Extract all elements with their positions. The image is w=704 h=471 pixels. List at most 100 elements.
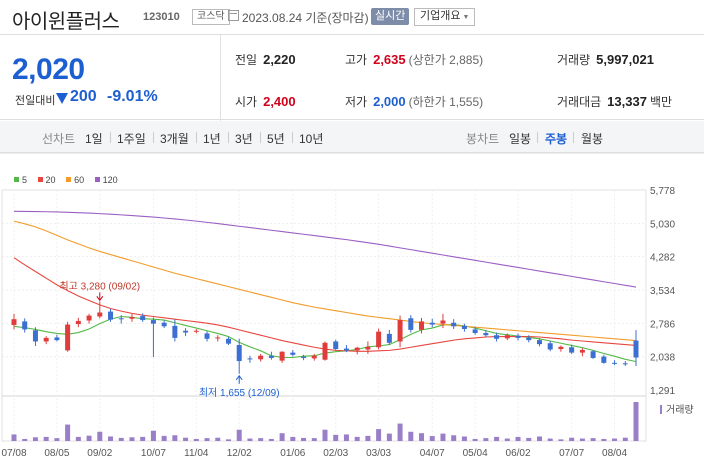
high-label: 고가 — [345, 53, 368, 67]
volume-bar — [150, 430, 156, 441]
calendar-icon — [228, 10, 239, 21]
candle-body — [247, 358, 253, 360]
volume-bar — [118, 437, 124, 441]
tab-3y[interactable]: 3년 — [235, 132, 253, 146]
company-info-button[interactable]: 기업개요 ▼ — [414, 8, 476, 26]
amount-value: 13,337 — [607, 94, 647, 109]
tab-daily[interactable]: 일봉 — [509, 132, 532, 146]
candle-body — [429, 322, 435, 325]
candle-body — [290, 352, 296, 355]
volume-bar — [268, 438, 274, 441]
tab-separator — [537, 132, 538, 143]
volume-bar — [515, 436, 521, 441]
tab-5y[interactable]: 5년 — [267, 132, 285, 146]
volume-bar — [483, 438, 489, 441]
volume-bar — [32, 437, 38, 441]
y-tick-label: 5,030 — [650, 219, 675, 230]
volume-bar — [397, 423, 403, 441]
down-arrow-icon — [56, 93, 68, 104]
volume-bar — [22, 438, 28, 441]
tab-monthly[interactable]: 월봉 — [581, 132, 604, 146]
high-arrow-icon — [96, 296, 104, 302]
low-annotation-label: 최저 1,655 (12/09) — [199, 387, 280, 399]
high-annotation-label: 최고 3,280 (09/02) — [59, 280, 140, 292]
x-tick-label: 01/06 — [280, 448, 305, 459]
tab-1d[interactable]: 1일 — [85, 132, 103, 146]
tab-separator — [110, 132, 111, 143]
candle-body — [311, 355, 317, 359]
volume-legend-swatch — [660, 405, 662, 414]
tab-3m[interactable]: 3개월 — [160, 132, 189, 146]
tab-10y[interactable]: 10년 — [299, 132, 324, 146]
volume-bar — [461, 436, 467, 441]
volume-bar — [558, 439, 564, 441]
candle-body — [118, 318, 124, 320]
candle-body — [343, 348, 349, 351]
stock-header: 아이윈플러스 123010 코스닥 2023.08.24 기준(장마감) 실시간… — [0, 0, 704, 34]
lower-limit: (하한가 1,555) — [408, 95, 484, 109]
tab-weekly[interactable]: 주봉 — [545, 132, 568, 146]
amount-label: 거래대금 — [557, 95, 602, 109]
upper-limit: (상한가 2,885) — [408, 53, 484, 67]
candle-body — [504, 335, 510, 339]
ma-line-ma120 — [13, 210, 637, 288]
volume-bar — [183, 437, 189, 441]
candle-body — [54, 337, 60, 341]
amount-unit: 백만 — [649, 95, 673, 109]
legend-ma5-label: 5 — [22, 175, 28, 185]
tab-separator — [228, 132, 229, 143]
volume-bar — [193, 438, 199, 441]
volume-bar — [590, 438, 596, 441]
volume-bar — [354, 436, 360, 441]
x-tick-label: 10/07 — [141, 448, 166, 459]
volume-bar — [343, 434, 349, 441]
volume-bar — [54, 438, 60, 441]
x-tick-label: 03/03 — [366, 448, 391, 459]
ma-legend: 5 20 60 120 — [14, 175, 126, 185]
candle-body — [386, 333, 392, 343]
volume-bar — [97, 431, 103, 441]
legend-swatch — [94, 177, 100, 182]
company-info-label: 기업개요 — [420, 10, 461, 22]
x-tick-label: 06/02 — [506, 448, 531, 459]
candle-body — [258, 355, 264, 360]
volume-bar — [365, 435, 371, 441]
ma-line-ma60 — [13, 220, 637, 342]
volume-bar — [451, 435, 457, 441]
candle-body — [75, 320, 81, 325]
x-tick-label: 08/05 — [44, 448, 69, 459]
tab-1y[interactable]: 1년 — [203, 132, 221, 146]
candle-body — [526, 337, 532, 341]
low-stat: 저가 2,000 (하한가 1,555) — [345, 93, 483, 110]
candle-body — [172, 325, 178, 338]
tab-separator — [153, 132, 154, 143]
realtime-button[interactable]: 실시간 — [371, 8, 410, 25]
y-tick-label: 2,786 — [650, 319, 675, 330]
tab-1w[interactable]: 1주일 — [117, 132, 146, 146]
tab-separator — [196, 132, 197, 143]
candle-body — [408, 318, 414, 330]
candle-body — [483, 332, 489, 336]
volume-bar — [440, 433, 446, 441]
volume-bar — [547, 438, 553, 441]
volume-bar — [633, 402, 639, 441]
volume-label: 거래량 — [557, 53, 591, 67]
change-percent: -9.01% — [107, 88, 158, 105]
candle-body — [161, 322, 167, 327]
prev-close-label: 전일 — [235, 53, 258, 67]
y-tick-label: 5,778 — [650, 186, 675, 197]
legend-ma120: 120 — [94, 175, 118, 185]
volume-bar — [472, 438, 478, 441]
candle-body — [183, 330, 189, 333]
volume-bar — [75, 436, 81, 441]
chevron-down-icon: ▼ — [462, 14, 470, 21]
x-tick-label: 07/08 — [1, 448, 26, 459]
stock-code: 123010 — [143, 11, 180, 23]
legend-swatch — [66, 177, 72, 182]
candle-body — [301, 356, 307, 358]
y-tick-label: 4,282 — [650, 253, 675, 264]
legend-ma20: 20 — [37, 175, 56, 185]
candle-body — [32, 330, 38, 342]
volume-bar — [236, 429, 242, 441]
